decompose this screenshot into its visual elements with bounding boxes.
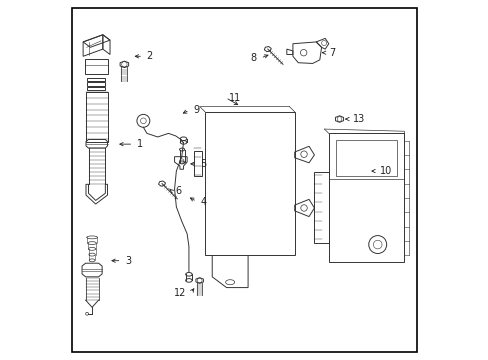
Text: 11: 11 <box>228 93 241 103</box>
Bar <box>204 112 294 255</box>
Text: 9: 9 <box>193 105 199 115</box>
Text: 10: 10 <box>379 166 391 176</box>
Text: 7: 7 <box>329 48 335 58</box>
Text: 8: 8 <box>250 53 256 63</box>
Bar <box>85 59 108 74</box>
Text: 13: 13 <box>352 114 365 124</box>
Text: 3: 3 <box>125 256 131 266</box>
Bar <box>86 92 107 142</box>
Text: 12: 12 <box>174 288 186 298</box>
Bar <box>87 78 105 81</box>
Text: 4: 4 <box>200 197 206 207</box>
Bar <box>87 82 105 86</box>
Text: 5: 5 <box>200 159 206 169</box>
Bar <box>87 87 105 90</box>
Text: 2: 2 <box>146 51 153 61</box>
Text: 6: 6 <box>175 186 181 196</box>
Text: 1: 1 <box>137 139 143 149</box>
Bar <box>328 134 403 262</box>
Bar <box>335 140 396 176</box>
Bar <box>194 151 202 176</box>
Bar <box>314 172 328 243</box>
